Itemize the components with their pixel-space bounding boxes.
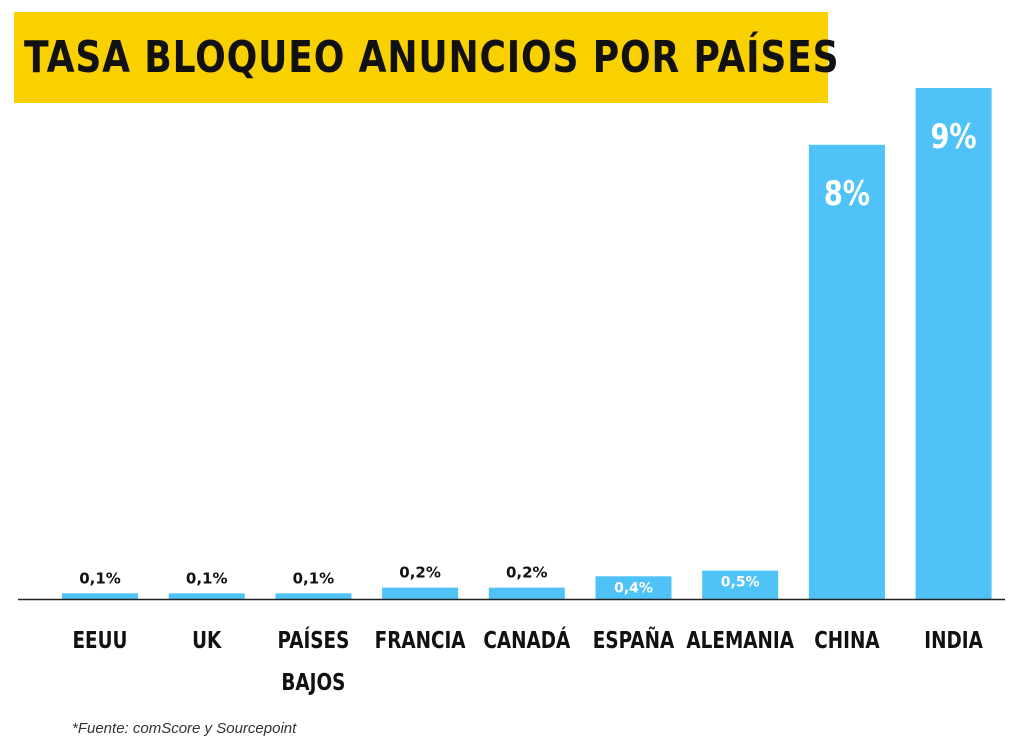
category-label-3: FRANCIA [375,627,466,654]
bar-2 [275,593,352,599]
value-label-4: 0,2% [506,564,548,582]
title-banner: TASA BLOQUEO ANUNCIOS POR PAÍSES [14,12,839,103]
bar-0 [62,593,138,599]
bar-4 [488,587,565,599]
bar-8 [915,88,992,599]
category-label-5: ESPAÑA [593,626,674,654]
bar-6 [702,570,779,599]
value-label-3: 0,2% [399,564,441,582]
category-label-2: PAÍSES BAJOS [277,626,349,696]
bar-1 [168,593,245,599]
chart-title: TASA BLOQUEO ANUNCIOS POR PAÍSES [24,32,840,83]
category-label-4: CANADÁ [483,626,570,654]
category-label-6: ALEMANIA [686,627,794,654]
bar-5 [595,576,672,599]
category-label-7: CHINA [814,627,879,654]
category-label-1: UK [192,627,222,654]
category-label-8: INDIA [924,627,983,654]
value-label-5: 0,4% [614,580,653,596]
value-label-2: 0,1% [293,569,335,587]
bar-3 [382,587,459,599]
source-footnote: *Fuente: comScore y Sourcepoint [72,720,297,737]
value-label-0: 0,1% [79,569,121,587]
value-label-7: 8% [824,174,870,214]
value-label-1: 0,1% [186,569,228,587]
value-label-8: 9% [931,117,977,157]
category-label-0: EEUU [73,627,128,654]
bar-7 [808,144,885,599]
value-label-6: 0,5% [721,575,760,591]
